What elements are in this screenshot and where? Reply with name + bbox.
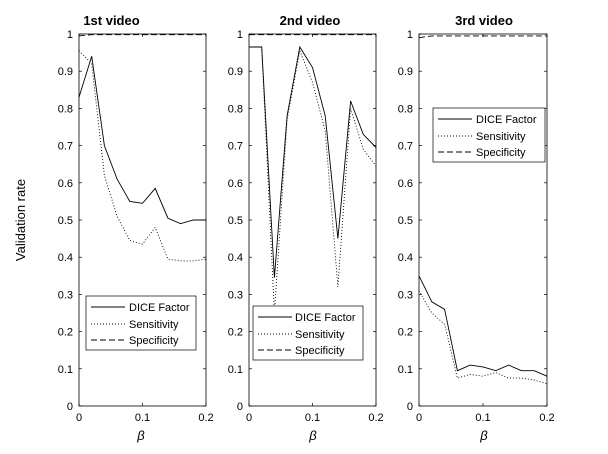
panel-1: 1st video Validation rate β 0 0.1 0.2 0.3 0.…	[13, 13, 214, 443]
series-line-dice-factor	[78, 56, 206, 225]
panel-1-legend-box	[85, 295, 197, 351]
y-tick-label: 1	[407, 29, 413, 41]
panel-2-title: 2nd video	[280, 13, 341, 28]
y-tick-label: 0.7	[58, 141, 73, 153]
series-line-dice-factor	[249, 45, 377, 278]
legend-label-specificity: Specificity	[129, 335, 179, 347]
y-tick-label: 0.2	[58, 327, 73, 339]
y-tick-label: 0.1	[228, 364, 243, 376]
panel-3-title: 3rd video	[455, 13, 513, 28]
panel-3-series	[418, 35, 548, 385]
panel-3-legend: DICE Factor Sensitivity Specificity	[432, 107, 546, 163]
panel-3-x-axis-label: β	[479, 428, 488, 443]
legend-label-sensitivity: Sensitivity	[476, 131, 526, 143]
legend-label-specificity: Specificity	[476, 147, 526, 159]
panel-1-title: 1st video	[83, 13, 139, 28]
legend-label-dice: DICE Factor	[295, 312, 356, 324]
panel-3-ticks: 0 0.1 0.2 0.3 0.4 0.5 0.6 0.7 0.8 0.9 1 0 0.1 0.2	[398, 29, 555, 424]
x-tick-label: 0.1	[305, 412, 320, 424]
y-tick-label: 1	[237, 29, 243, 41]
x-tick-label: 0	[76, 412, 82, 424]
panel-3-legend-box	[432, 107, 546, 163]
x-tick-label: 0.2	[539, 412, 554, 424]
x-tick-label: 0.2	[198, 412, 213, 424]
y-tick-label: 0.2	[228, 327, 243, 339]
y-tick-label: 0.9	[228, 66, 243, 78]
panel-2-legend: DICE Factor Sensitivity Specificity	[252, 305, 364, 361]
legend-label-sensitivity: Sensitivity	[129, 319, 179, 331]
panel-2-legend-box	[252, 305, 364, 361]
panel-2-series	[249, 34, 377, 314]
y-tick-label: 0.6	[58, 178, 73, 190]
series-line-sensitivity	[418, 290, 548, 385]
panel-1-x-axis-label: β	[136, 428, 145, 443]
y-tick-label: 0.2	[398, 327, 413, 339]
y-tick-label: 0.1	[398, 364, 413, 376]
panel-2-ticks: 0 0.1 0.2 0.3 0.4 0.5 0.6 0.7 0.8 0.9 1 0 0.1 0.2	[228, 29, 384, 424]
y-tick-label: 0.7	[228, 141, 243, 153]
y-tick-label: 0.8	[58, 103, 73, 115]
y-tick-label: 0.1	[58, 364, 73, 376]
panel-2-axes	[248, 33, 377, 407]
y-tick-label: 0.3	[228, 289, 243, 301]
y-tick-label: 0.6	[398, 178, 413, 190]
panel-2-x-axis-label: β	[308, 428, 317, 443]
panel-1-series	[78, 34, 207, 262]
x-tick-label: 0.1	[475, 412, 490, 424]
y-tick-label: 0.4	[58, 252, 73, 264]
panel-3: 3rd video β 0 0.1 0.2 0.3 0.4 0.5 0.6 0.7 0.8 0.9…	[398, 13, 555, 443]
panel-1-axes	[78, 33, 207, 407]
x-tick-label: 0	[246, 412, 252, 424]
y-tick-label: 0.9	[398, 66, 413, 78]
y-tick-label: 0.9	[58, 66, 73, 78]
x-tick-label: 0	[416, 412, 422, 424]
panel-1-ticks: 0 0.1 0.2 0.3 0.4 0.5 0.6 0.7 0.8 0.9 1 0 0.1 0.2	[58, 29, 214, 424]
y-tick-label: 0.6	[228, 178, 243, 190]
legend-label-dice: DICE Factor	[129, 302, 190, 314]
x-tick-label: 0.1	[135, 412, 150, 424]
y-tick-label: 0	[237, 401, 243, 413]
legend-label-sensitivity: Sensitivity	[295, 329, 345, 341]
y-tick-label: 0.8	[228, 103, 243, 115]
y-tick-label: 0.5	[228, 215, 243, 227]
y-tick-label: 0.4	[228, 252, 243, 264]
legend-label-dice: DICE Factor	[476, 114, 537, 126]
panel-3-axes	[418, 33, 548, 407]
y-tick-label: 0.5	[58, 215, 73, 227]
y-tick-label: 0.4	[398, 252, 413, 264]
y-tick-label: 0.3	[58, 289, 73, 301]
y-tick-label: 0	[67, 401, 73, 413]
y-tick-label: 1	[67, 29, 73, 41]
legend-label-specificity: Specificity	[295, 345, 345, 357]
panel-2: 2nd video β 0 0.1 0.2 0.3 0.4 0.5 0.6 0.7 0.8 0.9…	[228, 13, 384, 443]
y-tick-label: 0	[407, 401, 413, 413]
series-line-dice-factor	[418, 275, 548, 377]
x-tick-label: 0.2	[368, 412, 383, 424]
y-tick-label: 0.8	[398, 103, 413, 115]
series-line-specificity	[78, 34, 206, 37]
series-line-specificity	[418, 35, 547, 39]
y-axis-label: Validation rate	[13, 179, 28, 261]
y-tick-label: 0.3	[398, 289, 413, 301]
panel-1-legend: DICE Factor Sensitivity Specificity	[85, 295, 197, 351]
series-line-sensitivity	[78, 50, 207, 262]
y-tick-label: 0.5	[398, 215, 413, 227]
y-tick-label: 0.7	[398, 141, 413, 153]
